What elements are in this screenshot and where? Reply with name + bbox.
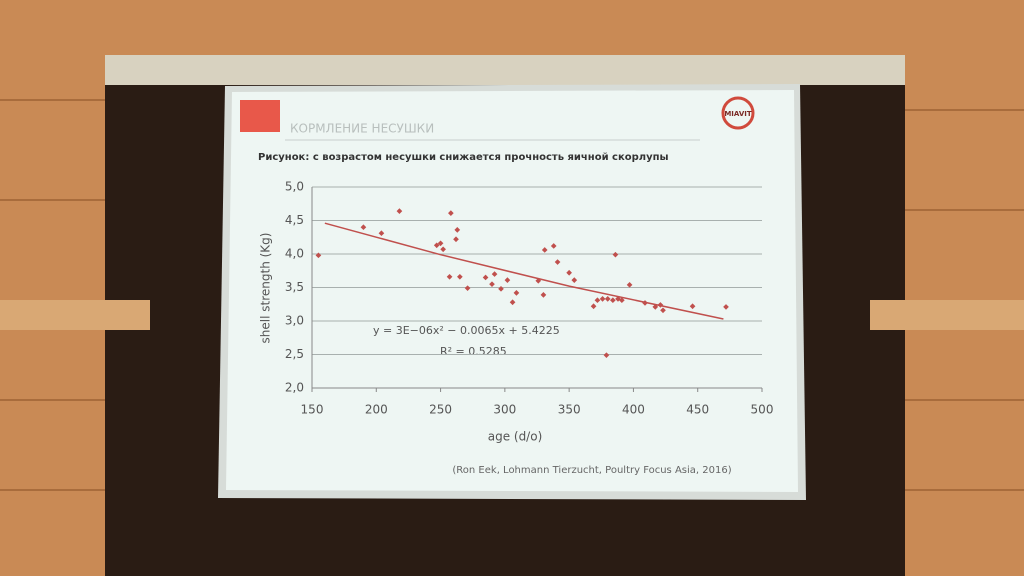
logo-ring	[721, 96, 755, 130]
point	[453, 236, 459, 243]
point	[433, 242, 440, 249]
point	[610, 297, 616, 304]
ceiling	[105, 55, 905, 85]
point	[315, 252, 322, 259]
slide	[226, 90, 798, 492]
point	[657, 302, 664, 308]
x-tick-label: 400	[622, 403, 645, 417]
point	[489, 281, 495, 287]
x-axis-label: age (d/o)	[488, 430, 543, 444]
point	[594, 297, 601, 304]
y-tick-label: 3,0	[285, 314, 304, 328]
wall-panels	[0, 99, 1024, 491]
point	[689, 303, 696, 310]
point	[448, 210, 454, 216]
point	[599, 296, 606, 302]
point	[378, 230, 385, 237]
x-tick-label: 200	[365, 403, 388, 417]
x-tick-label: 500	[751, 403, 774, 417]
y-tick-label: 3,5	[285, 280, 304, 294]
x-tick-label: 150	[301, 403, 324, 417]
y-tick-label: 2,0	[285, 381, 304, 395]
equation: y = 3E−06x² − 0.0065x + 5.4225	[373, 324, 560, 337]
plot: 2,0 2,5 3,0 3,5 4,0 4,5 5,0 150 200 250 300 350 400 4…	[285, 180, 774, 417]
point	[590, 303, 597, 310]
ledge-right	[870, 300, 1024, 330]
point	[652, 304, 659, 310]
point	[482, 274, 489, 281]
point	[626, 281, 633, 288]
point	[396, 208, 403, 214]
logo: MIAVIT	[724, 110, 752, 118]
r-squared: R² = 0.5285	[440, 345, 507, 358]
ledge-left	[0, 300, 150, 330]
point	[446, 273, 453, 280]
point	[535, 277, 542, 284]
point	[566, 269, 572, 276]
point	[491, 271, 498, 277]
x-tick-label: 350	[558, 403, 581, 417]
section-title: КОРМЛЕНИЕ НЕСУШКИ	[290, 122, 434, 136]
point	[540, 292, 547, 298]
point	[498, 286, 504, 292]
x-tick-label: 250	[429, 403, 452, 417]
y-tick-label: 4,0	[285, 247, 304, 261]
y-tick-label: 4,5	[285, 213, 304, 227]
header-accent	[240, 100, 280, 132]
y-axis-label: shell strength (Kg)	[259, 233, 273, 344]
point	[604, 296, 611, 302]
point	[457, 273, 463, 280]
point	[642, 300, 648, 306]
point	[660, 307, 666, 314]
point	[619, 297, 625, 304]
point	[504, 277, 511, 283]
x-tick-label: 450	[686, 403, 709, 417]
point	[612, 251, 619, 258]
point	[554, 259, 561, 265]
point	[603, 352, 610, 358]
point	[723, 304, 729, 310]
point	[454, 227, 461, 233]
x-tick-label: 300	[493, 403, 516, 417]
y-tick-label: 2,5	[285, 347, 304, 361]
point	[513, 290, 520, 296]
point	[464, 285, 471, 291]
chart-title: Рисунок: с возрастом несушки снижается п…	[258, 152, 669, 163]
point	[360, 224, 367, 231]
point	[440, 246, 446, 253]
y-tick-label: 5,0	[285, 180, 304, 194]
source: (Ron Eek, Lohmann Tierzucht, Poultry Foc…	[452, 465, 731, 476]
point	[571, 277, 578, 283]
point	[550, 243, 557, 249]
point	[541, 247, 548, 253]
point	[437, 240, 444, 247]
